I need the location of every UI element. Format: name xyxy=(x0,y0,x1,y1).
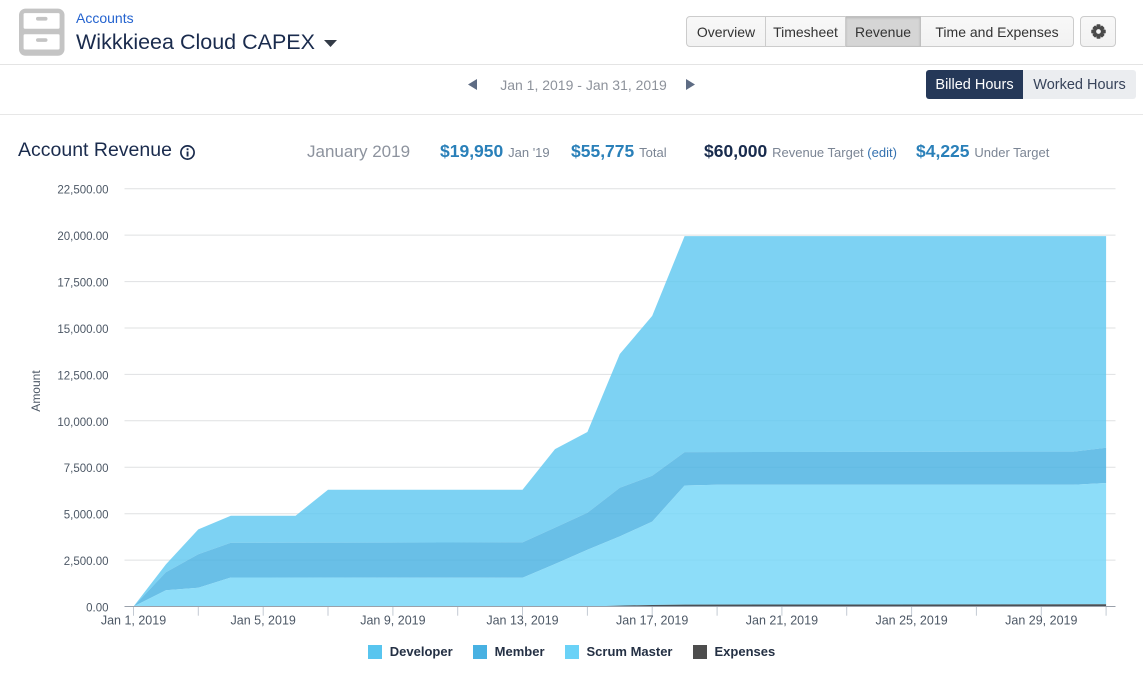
svg-text:Jan 5, 2019: Jan 5, 2019 xyxy=(231,614,296,628)
svg-text:Jan 21, 2019: Jan 21, 2019 xyxy=(746,614,818,628)
svg-text:12,500.00: 12,500.00 xyxy=(57,370,108,382)
svg-text:5,000.00: 5,000.00 xyxy=(64,510,109,522)
svg-text:Jan 1, 2019: Jan 1, 2019 xyxy=(101,614,166,628)
svg-text:Amount: Amount xyxy=(29,370,43,412)
svg-text:7,500.00: 7,500.00 xyxy=(64,463,109,475)
svg-text:Jan 9, 2019: Jan 9, 2019 xyxy=(360,614,425,628)
svg-text:0.00: 0.00 xyxy=(86,603,108,615)
svg-text:2,500.00: 2,500.00 xyxy=(64,556,109,568)
svg-text:10,000.00: 10,000.00 xyxy=(57,417,108,429)
svg-text:Jan 13, 2019: Jan 13, 2019 xyxy=(486,614,558,628)
svg-text:15,000.00: 15,000.00 xyxy=(57,324,108,336)
svg-text:Jan 25, 2019: Jan 25, 2019 xyxy=(875,614,947,628)
svg-text:22,500.00: 22,500.00 xyxy=(57,185,108,197)
svg-text:17,500.00: 17,500.00 xyxy=(57,278,108,290)
svg-text:Jan 17, 2019: Jan 17, 2019 xyxy=(616,614,688,628)
svg-text:Jan 29, 2019: Jan 29, 2019 xyxy=(1005,614,1077,628)
svg-text:20,000.00: 20,000.00 xyxy=(57,231,108,243)
